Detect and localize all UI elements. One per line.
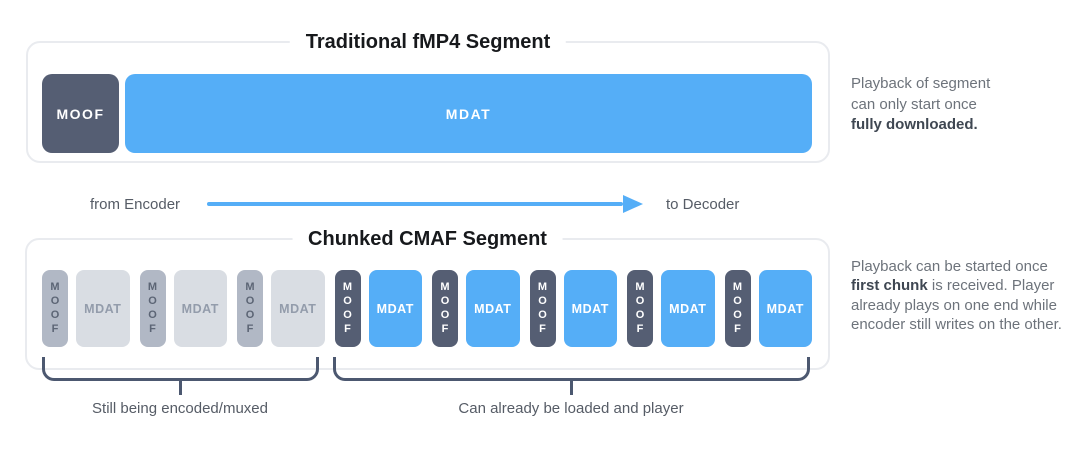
moof-chunk: MOOF	[432, 270, 458, 347]
traditional-segment-title: Traditional fMP4 Segment	[289, 29, 567, 56]
chunk-pair: MOOF MDAT	[237, 270, 325, 347]
annotation-line: Playback of segment	[851, 75, 991, 92]
annotation-line: can only start once	[851, 95, 977, 113]
mdat-chunk: MDAT	[661, 270, 715, 347]
moof-chunk: MOOF	[139, 270, 166, 347]
chunk-pair: MOOF MDAT	[42, 270, 130, 347]
annotation-text-bold: first chunk	[851, 277, 928, 295]
bracket-loaded-label: Can already be loaded and player	[458, 400, 684, 417]
annotation-line-bold: fully downloaded.	[851, 116, 978, 133]
chunk-pair: MOOF MDAT	[724, 270, 812, 347]
bracket-loaded	[333, 357, 810, 381]
chunk-row: MOOF MDAT MOOF MDAT MOOF MDAT MOOF MDAT …	[42, 270, 812, 347]
mdat-chunk: MDAT	[173, 270, 227, 347]
bracket-encoding-label: Still being encoded/muxed	[92, 400, 268, 417]
chunk-pair: MOOF MDAT	[139, 270, 227, 347]
moof-chunk: MOOF	[237, 270, 263, 347]
traditional-moof-box: MOOF	[42, 74, 119, 153]
bracket-encoding-tick	[179, 380, 182, 395]
chunked-segment-title: Chunked CMAF Segment	[292, 226, 563, 253]
chunk-pair: MOOF MDAT	[627, 270, 715, 347]
chunked-segment-panel: Chunked CMAF Segment MOOF MDAT MOOF MDAT…	[25, 226, 830, 370]
moof-chunk: MOOF	[627, 270, 653, 347]
chunked-annotation: Playback can be started once first chunk…	[851, 257, 1069, 335]
traditional-mdat-box: MDAT	[125, 74, 812, 153]
from-encoder-label: from Encoder	[90, 196, 181, 213]
flow-arrow-line	[207, 202, 623, 206]
mdat-chunk: MDAT	[563, 270, 617, 347]
annotation-text: Playback can be started once	[851, 258, 1048, 275]
chunk-pair: MOOF MDAT	[529, 270, 617, 347]
moof-chunk: MOOF	[334, 270, 361, 347]
traditional-annotation: Playback of segment can only start once …	[851, 74, 1041, 136]
chunk-pair: MOOF MDAT	[432, 270, 520, 347]
bracket-loaded-tick	[570, 380, 573, 395]
mdat-chunk: MDAT	[466, 270, 520, 347]
to-decoder-label: to Decoder	[666, 196, 740, 213]
mdat-chunk: MDAT	[368, 270, 422, 347]
moof-chunk: MOOF	[724, 270, 751, 347]
chunk-pair: MOOF MDAT	[334, 270, 422, 347]
mdat-chunk: MDAT	[758, 270, 812, 347]
annotation-text: is received. Player already plays on one…	[851, 277, 1062, 334]
mdat-chunk: MDAT	[76, 270, 130, 347]
flow-arrow-head-icon	[623, 195, 643, 213]
bracket-encoding	[42, 357, 319, 381]
moof-chunk: MOOF	[42, 270, 68, 347]
mdat-chunk: MDAT	[271, 270, 325, 347]
traditional-segment-panel: Traditional fMP4 Segment MOOF MDAT	[26, 29, 830, 163]
moof-chunk: MOOF	[529, 270, 556, 347]
